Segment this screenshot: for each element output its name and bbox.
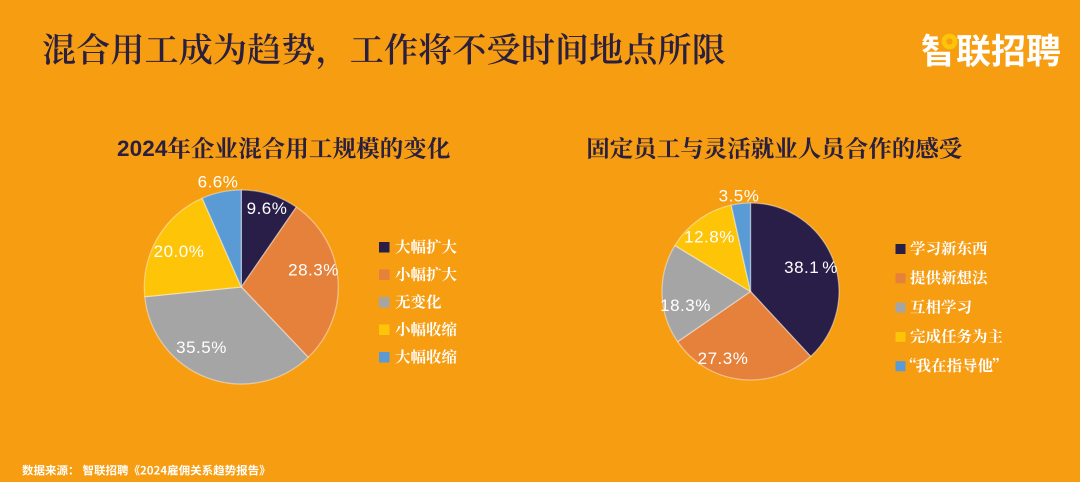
svg-text:35.5%: 35.5% <box>176 338 227 357</box>
svg-text:2024: 2024 <box>117 136 168 161</box>
svg-text:27.3%: 27.3% <box>698 349 749 368</box>
svg-text:9.6%: 9.6% <box>247 199 288 218</box>
svg-text:6.6%: 6.6% <box>198 173 239 192</box>
svg-text:38.1%: 38.1% <box>784 258 838 277</box>
svg-text:18.3%: 18.3% <box>660 296 711 315</box>
svg-text:28.3%: 28.3% <box>288 261 339 280</box>
svg-text:20.0%: 20.0% <box>154 242 205 261</box>
svg-text:3.5%: 3.5% <box>719 187 760 206</box>
svg-text:12.8%: 12.8% <box>684 228 735 247</box>
